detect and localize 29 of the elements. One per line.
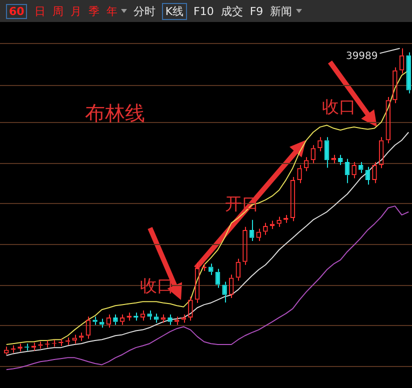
annotation: 收口 [322, 97, 356, 118]
annotation: 收口 [140, 276, 174, 296]
text: K线 [162, 2, 187, 20]
candlestick [208, 263, 214, 276]
candlestick [168, 314, 172, 326]
text: 新闻 [270, 4, 292, 18]
candlestick [113, 314, 118, 326]
text: 周 [52, 4, 64, 18]
candlestick [92, 316, 98, 326]
text: 季 [88, 4, 100, 18]
candlestick [222, 281, 227, 304]
text: 日 [34, 4, 46, 18]
text: 月 [70, 4, 82, 18]
candlestick [147, 310, 152, 320]
text: 成交 [220, 4, 243, 18]
candlestick [358, 161, 364, 174]
candlestick [215, 268, 220, 288]
text: 60 [6, 4, 28, 18]
annotation: 39989 [346, 50, 378, 62]
text: 分时 [133, 4, 156, 18]
candlestick [324, 136, 330, 168]
candlestick [249, 219, 254, 242]
text: F10 [194, 4, 214, 18]
candlestick [406, 52, 411, 94]
annotation: 布林线 [85, 101, 145, 126]
text: 年 [106, 4, 118, 18]
text: F9 [250, 4, 264, 18]
candlestick [338, 154, 343, 166]
candlestick [154, 313, 159, 324]
